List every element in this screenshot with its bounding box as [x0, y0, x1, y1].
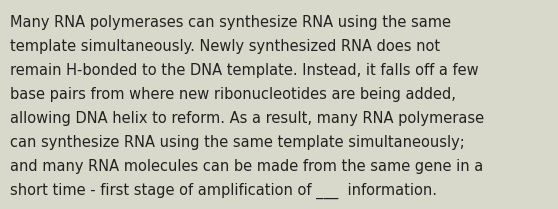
- Text: remain H-bonded to the DNA template. Instead, it falls off a few: remain H-bonded to the DNA template. Ins…: [10, 63, 479, 78]
- Text: base pairs from where new ribonucleotides are being added,: base pairs from where new ribonucleotide…: [10, 87, 456, 102]
- Text: short time - first stage of amplification of ___  information.: short time - first stage of amplificatio…: [10, 183, 437, 199]
- Text: can synthesize RNA using the same template simultaneously;: can synthesize RNA using the same templa…: [10, 135, 465, 150]
- Text: Many RNA polymerases can synthesize RNA using the same: Many RNA polymerases can synthesize RNA …: [10, 15, 451, 30]
- Text: template simultaneously. Newly synthesized RNA does not: template simultaneously. Newly synthesiz…: [10, 39, 440, 54]
- Text: allowing DNA helix to reform. As a result, many RNA polymerase: allowing DNA helix to reform. As a resul…: [10, 111, 484, 126]
- Text: and many RNA molecules can be made from the same gene in a: and many RNA molecules can be made from …: [10, 159, 483, 174]
